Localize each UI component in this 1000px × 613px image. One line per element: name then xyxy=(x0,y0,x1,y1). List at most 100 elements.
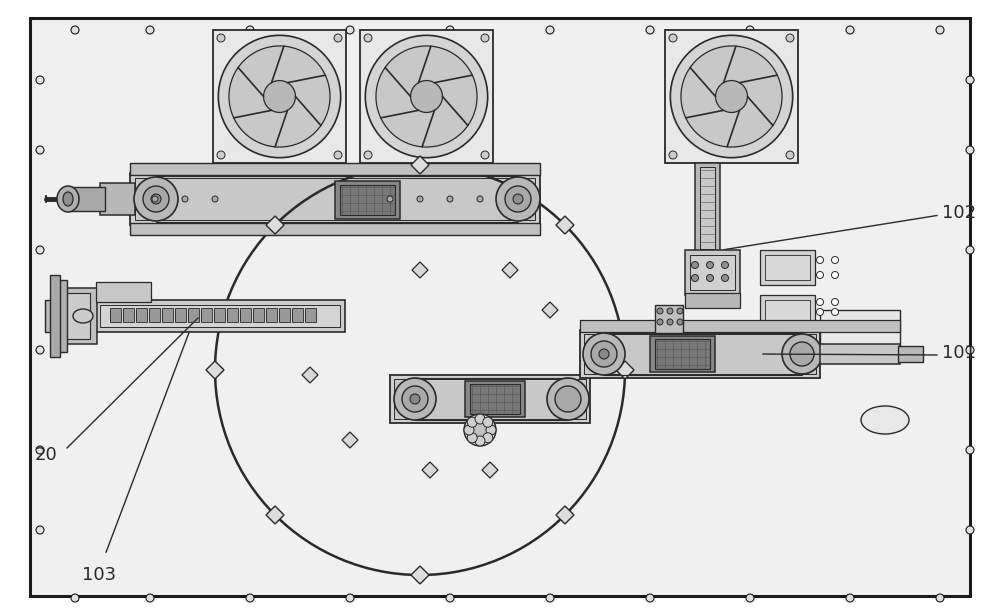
Bar xyxy=(685,250,740,295)
Circle shape xyxy=(217,151,225,159)
Circle shape xyxy=(790,342,814,366)
Circle shape xyxy=(477,196,483,202)
Circle shape xyxy=(657,319,663,325)
Circle shape xyxy=(831,272,838,278)
Bar xyxy=(335,181,400,219)
Bar xyxy=(130,173,540,225)
Bar xyxy=(55,280,67,352)
Ellipse shape xyxy=(73,309,93,323)
Circle shape xyxy=(143,186,169,212)
Bar xyxy=(266,308,277,322)
Bar xyxy=(123,308,134,322)
Text: 101: 101 xyxy=(942,344,976,362)
Bar xyxy=(279,308,290,322)
Circle shape xyxy=(722,275,728,281)
Bar xyxy=(898,346,923,362)
Circle shape xyxy=(152,196,158,202)
Circle shape xyxy=(394,378,436,420)
Circle shape xyxy=(218,36,341,158)
Circle shape xyxy=(786,151,794,159)
Bar xyxy=(100,183,135,215)
Bar xyxy=(700,167,715,249)
Circle shape xyxy=(677,319,683,325)
Circle shape xyxy=(505,186,531,212)
Bar xyxy=(650,336,715,372)
Circle shape xyxy=(591,341,617,367)
Circle shape xyxy=(71,26,79,34)
Bar xyxy=(695,163,720,253)
Bar xyxy=(240,308,251,322)
Circle shape xyxy=(134,177,178,221)
Bar xyxy=(135,178,535,220)
Circle shape xyxy=(667,308,673,314)
Circle shape xyxy=(513,194,523,204)
Bar xyxy=(292,308,303,322)
Circle shape xyxy=(816,256,823,264)
Bar xyxy=(213,30,346,163)
Circle shape xyxy=(669,151,677,159)
Circle shape xyxy=(831,299,838,305)
Bar xyxy=(580,320,900,332)
Circle shape xyxy=(746,594,754,602)
Circle shape xyxy=(346,26,354,34)
Circle shape xyxy=(936,26,944,34)
Bar xyxy=(765,300,810,320)
Circle shape xyxy=(182,196,188,202)
Circle shape xyxy=(36,146,44,154)
Bar xyxy=(162,308,173,322)
Bar xyxy=(580,330,820,378)
Circle shape xyxy=(670,36,793,158)
Circle shape xyxy=(816,308,823,316)
Bar xyxy=(690,255,735,290)
Bar xyxy=(100,305,340,327)
Bar xyxy=(760,250,815,285)
Ellipse shape xyxy=(861,406,909,434)
Circle shape xyxy=(364,151,372,159)
Circle shape xyxy=(376,46,477,147)
Bar xyxy=(665,30,798,163)
Circle shape xyxy=(496,177,540,221)
Bar xyxy=(253,308,264,322)
Circle shape xyxy=(71,594,79,602)
Circle shape xyxy=(831,308,838,316)
Circle shape xyxy=(212,196,218,202)
Circle shape xyxy=(746,26,754,34)
Circle shape xyxy=(36,526,44,534)
Circle shape xyxy=(486,425,496,435)
Circle shape xyxy=(417,196,423,202)
Circle shape xyxy=(151,194,161,204)
Circle shape xyxy=(846,26,854,34)
Bar xyxy=(130,223,540,235)
Bar xyxy=(227,308,238,322)
Circle shape xyxy=(646,26,654,34)
Circle shape xyxy=(583,333,625,375)
Bar xyxy=(55,288,97,344)
Circle shape xyxy=(716,80,747,112)
Circle shape xyxy=(334,151,342,159)
Circle shape xyxy=(706,275,714,281)
Circle shape xyxy=(667,319,673,325)
Ellipse shape xyxy=(63,192,73,206)
Circle shape xyxy=(831,256,838,264)
Circle shape xyxy=(410,394,420,404)
Circle shape xyxy=(555,386,581,412)
Circle shape xyxy=(966,246,974,254)
Bar xyxy=(394,379,586,419)
Circle shape xyxy=(264,80,295,112)
Circle shape xyxy=(546,26,554,34)
Circle shape xyxy=(966,76,974,84)
Circle shape xyxy=(467,433,477,443)
Circle shape xyxy=(475,414,485,424)
Circle shape xyxy=(936,594,944,602)
Bar xyxy=(175,308,186,322)
Circle shape xyxy=(217,34,225,42)
Circle shape xyxy=(966,446,974,454)
Circle shape xyxy=(446,26,454,34)
Circle shape xyxy=(547,378,589,420)
Circle shape xyxy=(447,196,453,202)
Circle shape xyxy=(483,433,493,443)
Circle shape xyxy=(692,262,698,268)
Bar xyxy=(188,308,199,322)
Bar xyxy=(45,300,60,332)
Circle shape xyxy=(346,594,354,602)
